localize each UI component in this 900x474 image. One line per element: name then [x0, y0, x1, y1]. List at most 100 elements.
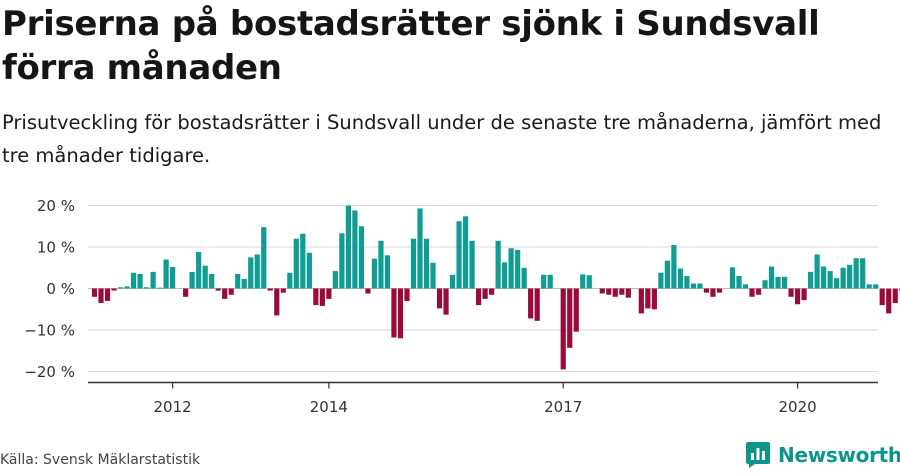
bar	[319, 288, 325, 306]
bar	[228, 288, 234, 295]
bar	[306, 252, 312, 289]
x-tick-label: 2012	[154, 398, 192, 416]
bar	[287, 272, 293, 289]
bar	[781, 276, 788, 289]
bar	[710, 288, 716, 297]
bar	[215, 288, 221, 291]
bar	[189, 271, 195, 289]
bar	[638, 288, 644, 314]
bar	[847, 264, 853, 289]
bar	[749, 288, 755, 297]
bar	[703, 288, 710, 293]
bar	[814, 254, 820, 289]
bar	[332, 271, 338, 289]
bar	[755, 288, 762, 295]
bar	[762, 280, 768, 289]
chart-subtitle: Prisutveckling för bostadsrätter i Sunds…	[2, 111, 882, 167]
bar	[775, 276, 781, 289]
bar	[808, 271, 814, 289]
bar	[274, 288, 280, 316]
bar	[892, 288, 898, 304]
brand-logo[interactable]: Newsworthy	[745, 441, 900, 469]
bar	[423, 238, 430, 289]
bar	[117, 287, 124, 289]
bar	[104, 288, 111, 301]
bar	[235, 273, 241, 289]
bar	[130, 272, 137, 289]
bar	[677, 268, 683, 289]
bar	[98, 288, 104, 304]
bar	[326, 288, 332, 299]
bar	[449, 274, 456, 289]
bar	[365, 288, 371, 294]
bar	[241, 278, 247, 289]
bar	[853, 258, 859, 289]
bar	[840, 267, 846, 289]
bar	[827, 271, 833, 289]
y-tick-label: 0 %	[46, 280, 75, 298]
bar	[573, 288, 579, 332]
bar	[664, 260, 670, 289]
bar	[788, 288, 794, 297]
bar	[515, 249, 521, 289]
bar	[873, 284, 879, 289]
axis-layer: 20 %10 %0 %−10 %−20 %2012201420172020202…	[24, 197, 878, 416]
source-note: Källa: Svensk Mäklarstatistik	[0, 452, 201, 468]
bar	[352, 210, 358, 289]
bar	[690, 283, 697, 289]
bar	[209, 273, 215, 289]
bar	[391, 288, 397, 338]
bar	[886, 288, 892, 314]
bar	[293, 238, 299, 289]
bar	[834, 278, 840, 289]
bar	[430, 262, 436, 289]
bar	[560, 288, 566, 370]
bar	[821, 266, 827, 289]
bar	[768, 266, 775, 289]
bar	[716, 288, 723, 293]
bar	[404, 288, 410, 301]
bar	[801, 288, 807, 301]
bar	[684, 276, 690, 289]
bar	[124, 286, 130, 289]
bar	[502, 262, 508, 289]
chart-title: Priserna på bostadsrätter sjönk i Sundsv…	[2, 4, 820, 88]
bar	[729, 267, 736, 289]
bars-layer	[91, 205, 900, 370]
bar	[410, 238, 417, 289]
x-tick-label: 2020	[778, 398, 816, 416]
bar	[222, 288, 228, 299]
bar	[586, 275, 592, 289]
bar	[280, 288, 286, 293]
bar	[456, 221, 462, 289]
bar	[417, 208, 423, 289]
y-tick-label: −20 %	[24, 363, 75, 381]
bar	[736, 276, 742, 289]
bar	[157, 287, 163, 289]
bar	[619, 288, 625, 295]
y-tick-label: 20 %	[37, 197, 75, 215]
bar	[606, 288, 612, 295]
bar	[436, 288, 443, 309]
bar	[254, 254, 260, 289]
bar	[495, 240, 501, 289]
bar	[521, 267, 527, 289]
bar	[658, 272, 664, 289]
bar	[866, 284, 872, 289]
bar	[612, 288, 618, 297]
bar	[482, 288, 488, 299]
bar	[248, 257, 254, 289]
bar	[137, 273, 143, 289]
bar	[508, 248, 514, 289]
bar	[378, 240, 384, 289]
y-tick-label: −10 %	[24, 322, 75, 340]
bar	[860, 258, 866, 289]
bar	[742, 284, 749, 289]
brand-name: Newsworthy	[778, 443, 900, 467]
bar	[697, 283, 703, 289]
bar	[150, 271, 156, 289]
bar	[267, 288, 273, 291]
bar	[580, 274, 586, 289]
bar	[111, 288, 117, 291]
